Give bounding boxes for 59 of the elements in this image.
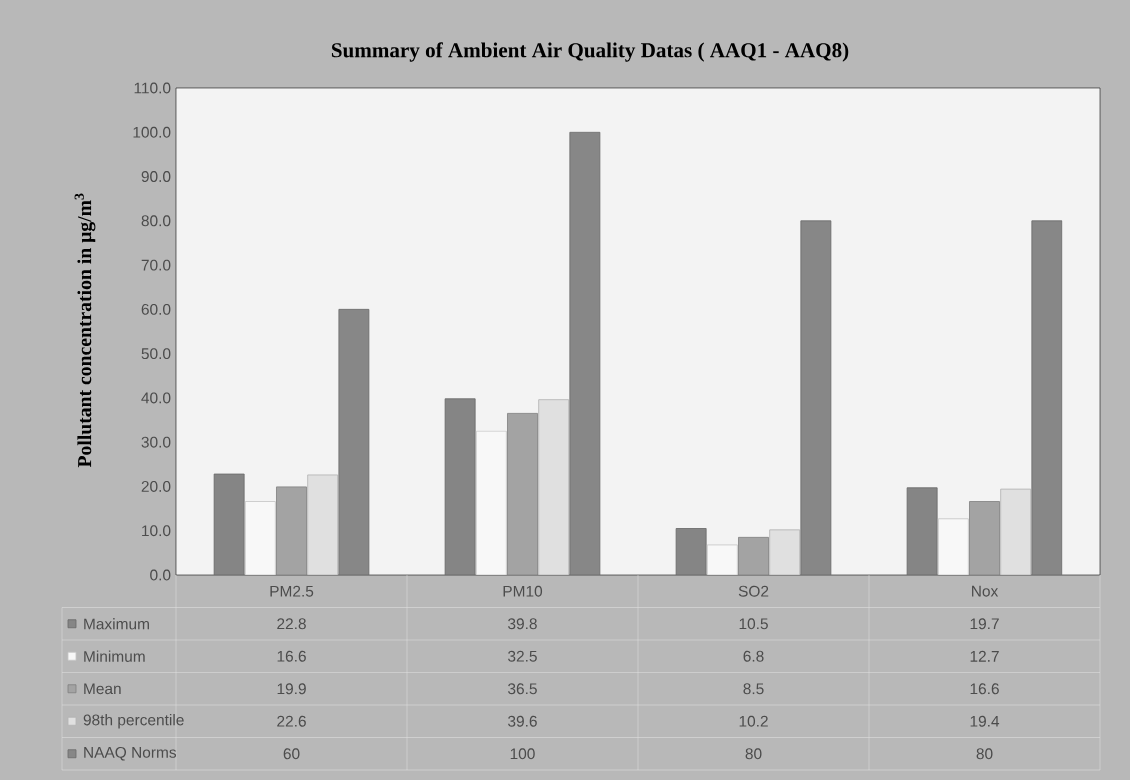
data-label: 6.8 xyxy=(743,650,764,662)
bar xyxy=(213,473,245,575)
bar xyxy=(800,220,832,575)
x-tick-label: PM10 xyxy=(503,585,543,597)
y-tick-label: 110.0 xyxy=(134,82,171,94)
y-tick-label: 20.0 xyxy=(141,481,171,492)
bar xyxy=(338,308,370,575)
data-label: 39.8 xyxy=(508,618,537,630)
y-tick-label: 80.0 xyxy=(141,215,171,227)
data-label: 19.7 xyxy=(970,618,999,630)
bar xyxy=(906,487,938,575)
bar xyxy=(538,399,570,575)
y-tick-label: 50.0 xyxy=(141,348,171,360)
data-label: 10.2 xyxy=(739,715,768,727)
x-tick-label: PM2.5 xyxy=(270,585,314,597)
data-label: 10.5 xyxy=(739,618,768,630)
bar xyxy=(675,528,707,575)
bar xyxy=(307,474,339,575)
legend-label: Maximum xyxy=(84,618,149,630)
data-label: 16.6 xyxy=(277,650,306,662)
data-label: 39.6 xyxy=(508,715,537,727)
data-label: 22.8 xyxy=(277,618,306,630)
bar xyxy=(769,529,801,575)
bar xyxy=(444,398,476,575)
bar xyxy=(276,486,307,575)
legend-label: Minimum xyxy=(84,650,145,662)
y-tick-label: 90.0 xyxy=(141,171,171,183)
data-label: 32.5 xyxy=(508,650,537,662)
y-tick-label: 10.0 xyxy=(142,525,171,537)
data-label: 12.7 xyxy=(970,650,999,662)
bar xyxy=(738,536,769,575)
data-label: 19.9 xyxy=(277,683,306,695)
data-label: 80 xyxy=(745,748,762,760)
data-label: 36.5 xyxy=(508,683,537,695)
legend-label: Mean xyxy=(84,683,121,695)
data-label: 8.5 xyxy=(743,683,764,695)
y-tick-label: 60.0 xyxy=(141,303,171,315)
bar xyxy=(507,412,538,575)
y-tick-label: 40.0 xyxy=(141,392,171,404)
bar xyxy=(1031,220,1063,575)
legend-label: NAAQ Norms xyxy=(84,746,177,761)
data-label: 16.6 xyxy=(970,683,999,695)
data-label: 19.4 xyxy=(970,715,1000,727)
y-tick-label: 0.0 xyxy=(150,569,171,581)
bar xyxy=(969,501,1000,575)
data-label: 100 xyxy=(510,748,535,760)
x-tick-label: SO2 xyxy=(738,585,769,597)
y-tick-label: 100.0 xyxy=(133,126,171,138)
data-label: 22.6 xyxy=(277,715,306,727)
chart-title: Summary of Ambient Air Quality Datas ( AAQ1 - AAQ8) xyxy=(331,42,849,62)
data-label: 80 xyxy=(976,748,993,760)
y-tick-label: 30.0 xyxy=(141,436,171,448)
x-tick-label: Nox xyxy=(972,585,999,597)
y-tick-label: 70.0 xyxy=(141,259,171,271)
y-axis-title: Pollutant concentration in μg/m$^{3}$ xyxy=(74,193,96,468)
data-label: 60 xyxy=(283,748,300,760)
bar xyxy=(569,131,601,575)
legend-label: 98th percentile xyxy=(83,714,184,729)
bar xyxy=(1000,488,1032,575)
